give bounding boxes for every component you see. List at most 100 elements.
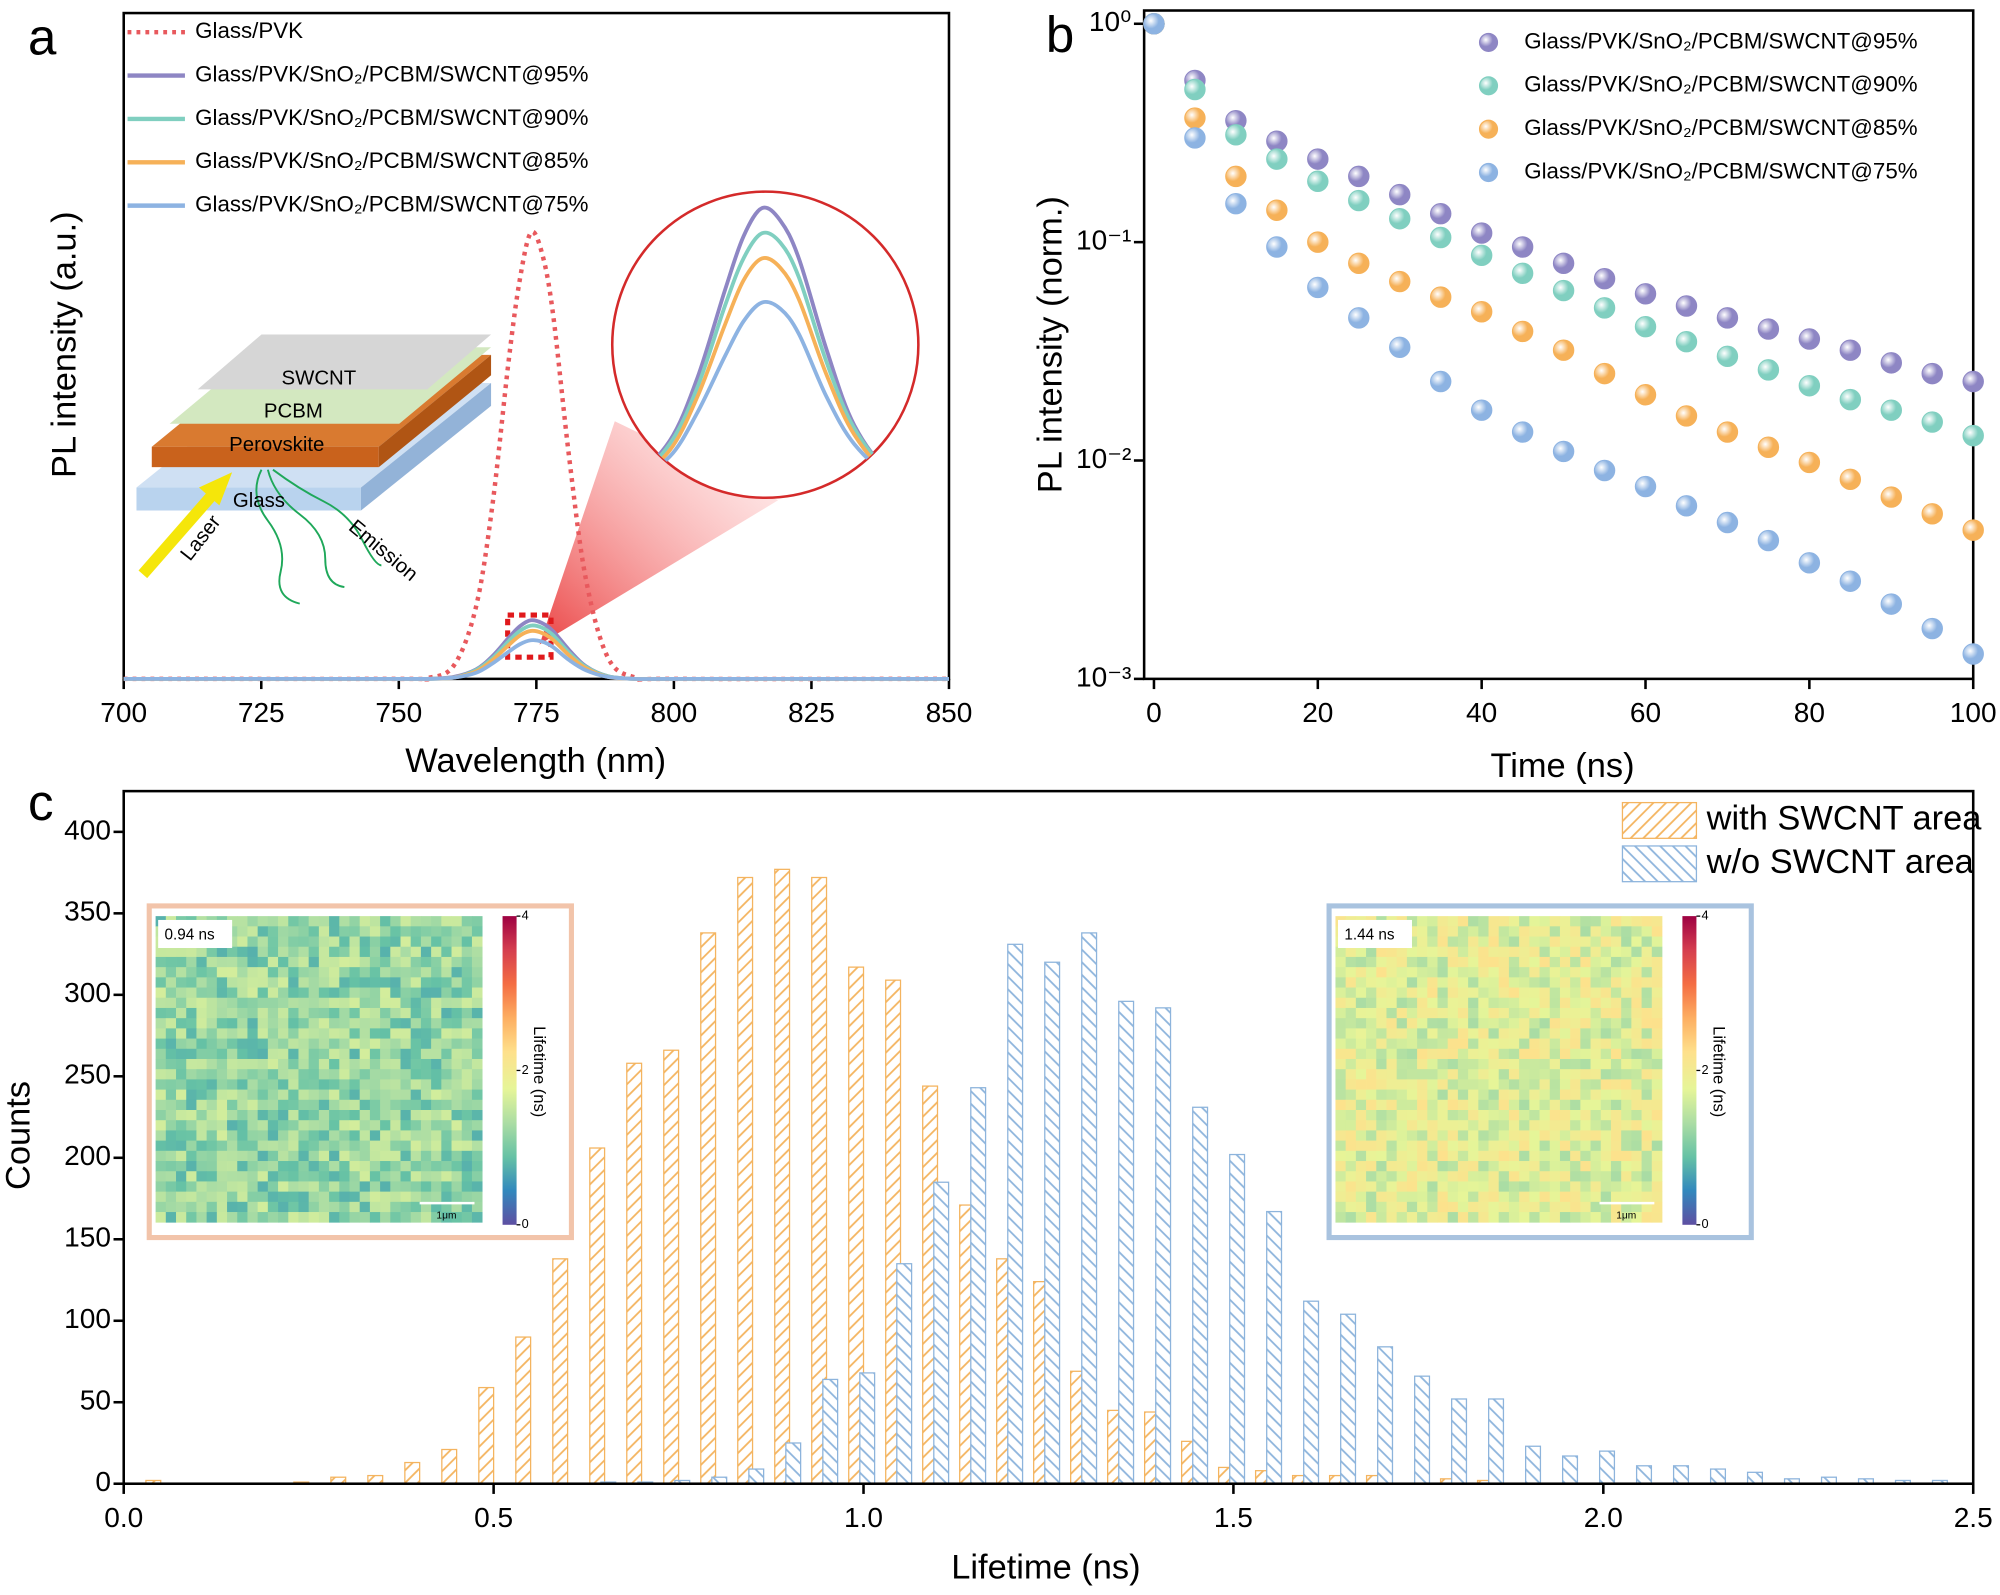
lifetime-pixel: [1559, 1181, 1571, 1193]
lifetime-pixel: [1508, 1079, 1520, 1090]
lifetime-pixel: [1549, 1018, 1561, 1029]
lifetime-pixel: [339, 1028, 350, 1039]
lifetime-pixel: [431, 1069, 442, 1080]
lifetime-pixel: [1610, 1099, 1622, 1111]
lifetime-pixel: [1651, 1110, 1663, 1121]
lifetime-pixel: [1437, 1028, 1449, 1039]
lifetime-pixel: [1600, 1120, 1612, 1131]
lifetime-pixel: [1335, 1120, 1347, 1131]
lifetime-pixel: [1621, 1110, 1632, 1121]
lifetime-pixel: [155, 1110, 167, 1121]
lifetime-pixel: [400, 956, 412, 968]
lifetime-pixel: [1610, 1079, 1622, 1090]
lifetime-pixel: [339, 926, 350, 937]
lifetime-pixel: [278, 1007, 289, 1019]
data-point: [1184, 127, 1206, 149]
lifetime-pixel: [410, 1099, 422, 1111]
lifetime-pixel: [206, 1130, 218, 1141]
lifetime-pixel: [1641, 1089, 1653, 1101]
lifetime-pixel: [206, 987, 218, 999]
lifetime-pixel: [1488, 1191, 1500, 1203]
lifetime-pixel: [247, 1048, 259, 1060]
lifetime-pixel: [400, 1110, 412, 1121]
lifetime-pixel: [1437, 1120, 1449, 1131]
lifetime-pixel: [410, 1110, 422, 1121]
lifetime-pixel: [1610, 1038, 1622, 1050]
lifetime-pixel: [1335, 1069, 1347, 1080]
lifetime-pixel: [1335, 1110, 1347, 1121]
schematic-label: PCBM: [264, 401, 323, 423]
lifetime-pixel: [237, 1140, 248, 1152]
legend-label: Glass/PVK/SnO₂/PCBM/SWCNT@85%: [1524, 115, 1918, 140]
lifetime-pixel: [1406, 936, 1418, 948]
lifetime-pixel: [451, 977, 463, 988]
lifetime-pixel: [380, 1201, 391, 1213]
histogram-bar: [1524, 1445, 1542, 1485]
lifetime-pixel: [339, 1120, 350, 1131]
lifetime-pixel: [1631, 1120, 1642, 1131]
lifetime-pixel: [1498, 1028, 1510, 1039]
lifetime-pixel: [1570, 997, 1581, 1009]
lifetime-pixel: [206, 1007, 218, 1019]
lifetime-pixel: [359, 987, 371, 999]
lifetime-pixel: [237, 946, 248, 958]
lifetime-pixel: [1355, 1007, 1367, 1019]
lifetime-pixel: [1631, 1018, 1642, 1029]
lifetime-pixel: [1621, 1018, 1632, 1029]
lifetime-pixel: [308, 1130, 320, 1141]
laser-arrowhead: [198, 472, 233, 506]
histogram-bar: [1081, 932, 1098, 1485]
lifetime-pixel: [1641, 956, 1653, 968]
lifetime-pixel: [216, 1150, 228, 1162]
lifetime-pixel: [471, 1212, 483, 1223]
lifetime-pixel: [1345, 1150, 1357, 1162]
lifetime-pixel: [1488, 997, 1500, 1009]
lifetime-pixel: [267, 1099, 279, 1111]
lifetime-pixel: [1610, 1007, 1622, 1019]
lifetime-pixel: [206, 1120, 218, 1131]
lifetime-pixel: [257, 1099, 269, 1111]
lifetime-pixel: [247, 1171, 259, 1182]
lifetime-pixel: [1570, 1007, 1581, 1019]
lifetime-pixel: [1468, 1048, 1479, 1060]
lifetime-pixel: [380, 1007, 391, 1019]
lifetime-pixel: [390, 946, 401, 958]
lifetime-pixel: [1529, 1018, 1540, 1029]
lifetime-pixel: [1447, 1110, 1459, 1121]
lifetime-pixel: [380, 1038, 391, 1050]
lifetime-pixel: [1641, 1099, 1653, 1111]
lifetime-pixel: [1651, 1130, 1663, 1141]
lifetime-pixel: [1457, 1007, 1469, 1019]
data-point: [1593, 267, 1616, 290]
lifetime-pixel: [431, 1018, 442, 1029]
lifetime-pixel: [400, 946, 412, 958]
lifetime-pixel: [1488, 1069, 1500, 1080]
lifetime-pixel: [1417, 1191, 1428, 1203]
lifetime-pixel: [339, 1007, 350, 1019]
lifetime-pixel: [1335, 1212, 1347, 1223]
lifetime-pixel: [227, 916, 238, 927]
lifetime-pixel: [216, 946, 228, 958]
lifetime-pixel: [247, 926, 259, 937]
lifetime-pixel: [431, 1089, 442, 1101]
lifetime-pixel: [1366, 1110, 1377, 1121]
lifetime-pixel: [1610, 1191, 1622, 1203]
lifetime-pixel: [1600, 967, 1612, 978]
lifetime-pixel: [196, 1150, 208, 1162]
lifetime-pixel: [1651, 1048, 1663, 1060]
lifetime-pixel: [1376, 1181, 1387, 1193]
lifetime-pixel: [1610, 1140, 1622, 1152]
lifetime-pixel: [1590, 977, 1602, 988]
lifetime-pixel: [1590, 1130, 1602, 1141]
lifetime-pixel: [298, 1140, 310, 1152]
lifetime-pixel: [206, 1110, 218, 1121]
lifetime-pixel: [1488, 1120, 1500, 1131]
schematic: SWCNT PCBM Perovskite Glass Laser Emissi…: [136, 334, 492, 605]
lifetime-pixel: [471, 1018, 483, 1029]
lifetime-pixel: [369, 946, 381, 958]
lifetime-pixel: [1590, 1212, 1602, 1223]
lifetime-pixel: [1406, 1120, 1418, 1131]
schematic-label: SWCNT: [281, 368, 356, 390]
lifetime-pixel: [1651, 936, 1663, 948]
lifetime-pixel: [1437, 1212, 1449, 1223]
